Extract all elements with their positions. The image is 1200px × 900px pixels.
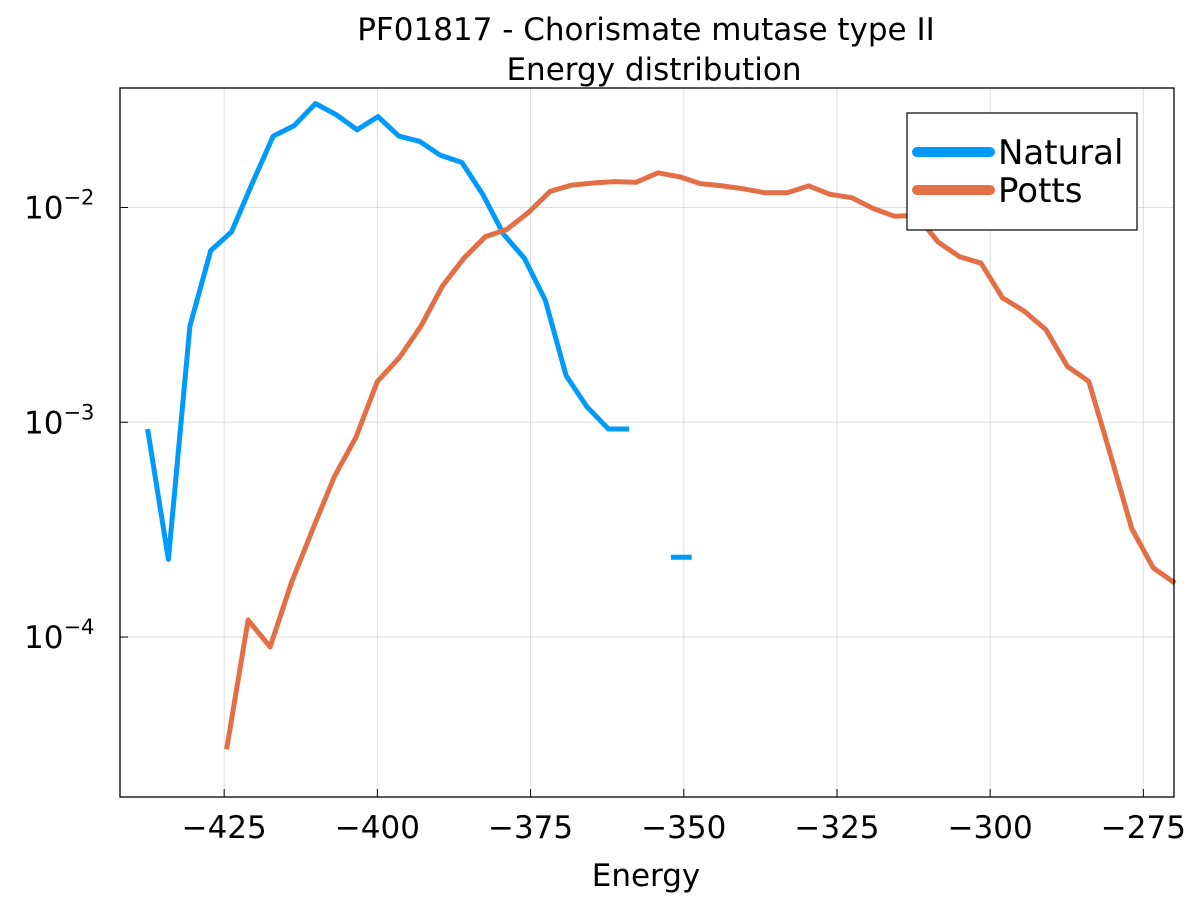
chart-title-line-2: Energy distribution — [506, 52, 801, 88]
x-tick-labels: −425 −400 −375 −350 −325 −300 −275 — [182, 789, 1186, 846]
x-tick-label: −400 — [335, 810, 420, 846]
legend-label-natural: Natural — [998, 133, 1123, 173]
legend-box — [906, 112, 1138, 231]
series-line-potts — [224, 170, 1177, 750]
y-tick-label: 10−2 — [24, 185, 94, 226]
y-tick-label: 10−4 — [24, 615, 94, 656]
x-tick-label: −375 — [488, 810, 573, 846]
plot-frame — [119, 87, 1175, 798]
x-tick-label: −300 — [948, 810, 1033, 846]
y-tick-labels: 10−4 10−3 10−2 — [24, 185, 128, 656]
x-axis-label: Energy — [592, 858, 701, 894]
x-tick-label: −350 — [641, 810, 726, 846]
x-tick-label: −425 — [182, 810, 267, 846]
y-tick-label: 10−3 — [24, 400, 94, 441]
series-line-natural — [145, 101, 630, 562]
x-tick-label: −275 — [1101, 810, 1186, 846]
legend: Natural Potts — [906, 112, 1138, 231]
series-layer — [145, 101, 1177, 750]
x-tick-label: −325 — [794, 810, 879, 846]
legend-label-potts: Potts — [998, 171, 1082, 211]
chart-title-line-1: PF01817 - Chorismate mutase type II — [357, 12, 935, 48]
